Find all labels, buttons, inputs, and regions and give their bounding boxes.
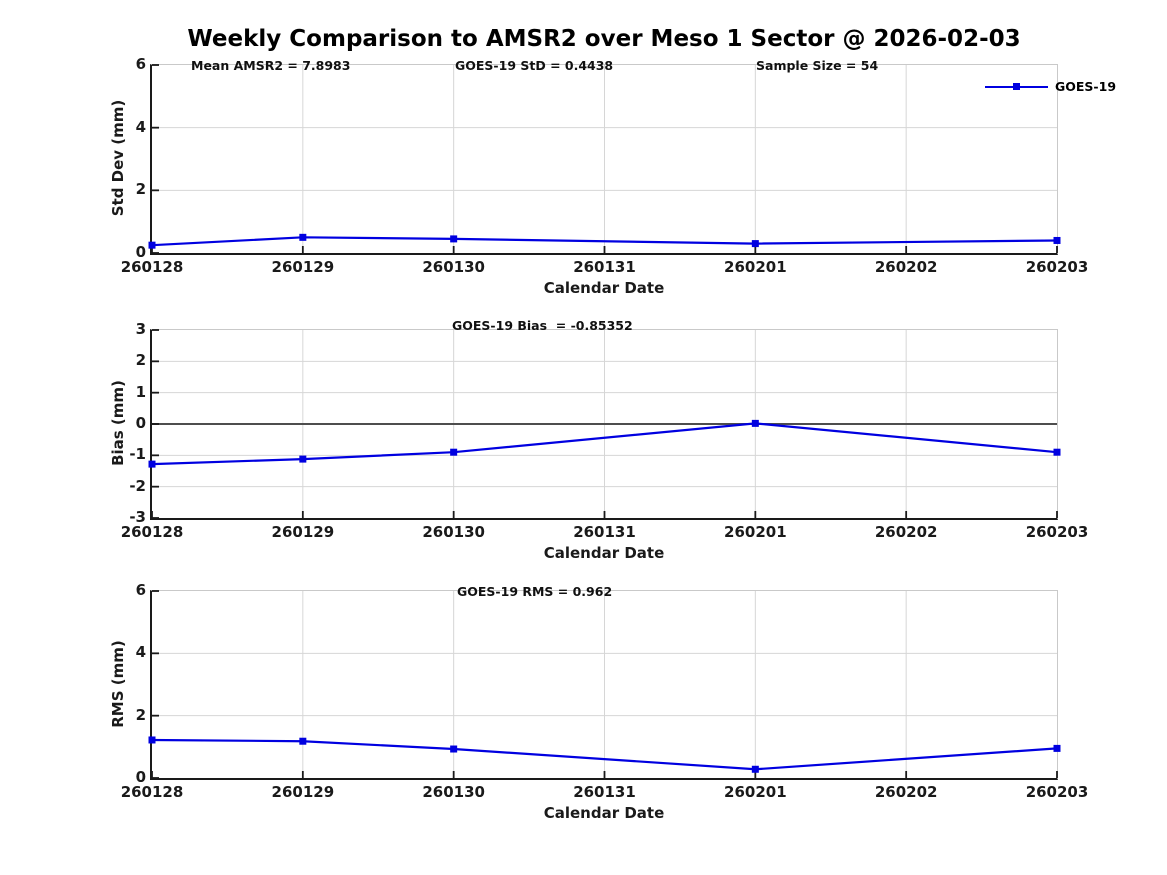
annotation-goes19-std: GOES-19 StD = 0.4438	[455, 58, 614, 73]
x-tick-label: 260201	[724, 783, 787, 801]
chart-canvas	[148, 329, 1061, 519]
y-tick-label: -2	[129, 476, 146, 495]
y-tick-label: 4	[135, 117, 146, 136]
x-tick-label: 260202	[874, 783, 938, 801]
plot-area	[148, 590, 1061, 780]
y-tick-label: 2	[135, 705, 146, 724]
x-tick-label: 260128	[120, 258, 184, 276]
x-tick-label: 260130	[422, 523, 485, 541]
subplot-bias: Bias (mm) GOES-19 Bias = -0.85352 Calend…	[0, 318, 1167, 572]
figure-title: Weekly Comparison to AMSR2 over Meso 1 S…	[187, 26, 1021, 52]
x-tick-label: 260201	[724, 258, 787, 276]
y-tick-label: 0	[135, 768, 146, 786]
x-tick-label: 260128	[120, 783, 184, 801]
y-tick-label: 0	[135, 414, 146, 432]
legend-line-sample	[985, 79, 1048, 94]
annotation-mean-amsr2: Mean AMSR2 = 7.8983	[191, 58, 351, 73]
x-tick-label: 260131	[573, 258, 636, 276]
x-tick-label: 260203	[1025, 258, 1089, 276]
x-axis-label: Calendar Date	[543, 279, 665, 297]
chart-canvas	[148, 64, 1061, 254]
annotation-goes19-rms: GOES-19 RMS = 0.962	[457, 584, 613, 599]
x-axis-label: Calendar Date	[543, 544, 665, 562]
y-tick-label: 0	[135, 243, 146, 261]
x-tick-label: 260201	[724, 523, 787, 541]
x-tick-label: 260202	[874, 258, 938, 276]
plot-area: GOES-19	[148, 64, 1116, 255]
legend: GOES-19	[985, 79, 1116, 94]
x-tick-label: 260130	[422, 783, 485, 801]
y-tick-label: 3	[135, 320, 146, 338]
x-tick-label: 260203	[1025, 783, 1089, 801]
legend-label: GOES-19	[1055, 79, 1117, 94]
subplot-rms: RMS (mm) GOES-19 RMS = 0.962 Calendar Da…	[0, 581, 1167, 832]
legend-square-marker-icon	[1013, 83, 1020, 90]
chart-canvas	[148, 590, 1061, 779]
x-tick-label: 260131	[573, 523, 636, 541]
annotation-sample-size: Sample Size = 54	[756, 58, 879, 73]
x-tick-label: 260129	[271, 523, 335, 541]
y-tick-label: 2	[135, 180, 146, 199]
y-tick-label: 2	[135, 351, 146, 370]
x-tick-label: 260129	[271, 783, 335, 801]
x-tick-label: 260203	[1025, 523, 1089, 541]
y-tick-label: -1	[129, 445, 146, 464]
x-tick-label: 260131	[573, 783, 636, 801]
y-tick-label: 6	[135, 55, 146, 73]
x-tick-label: 260130	[422, 258, 485, 276]
annotation-goes19-bias: GOES-19 Bias = -0.85352	[452, 318, 633, 333]
x-tick-label: 260128	[120, 523, 184, 541]
y-tick-label: 1	[135, 382, 146, 401]
x-tick-label: 260129	[271, 258, 335, 276]
subplot-std-dev: Std Dev (mm) GOES-19 Mean AMSR2 = 7.8983…	[0, 55, 1167, 307]
x-tick-label: 260202	[874, 523, 938, 541]
x-axis-label: Calendar Date	[543, 804, 665, 822]
y-tick-label: 4	[135, 643, 146, 662]
y-tick-label: 6	[135, 581, 146, 599]
plot-area	[148, 329, 1061, 520]
y-tick-label: -3	[129, 508, 146, 526]
